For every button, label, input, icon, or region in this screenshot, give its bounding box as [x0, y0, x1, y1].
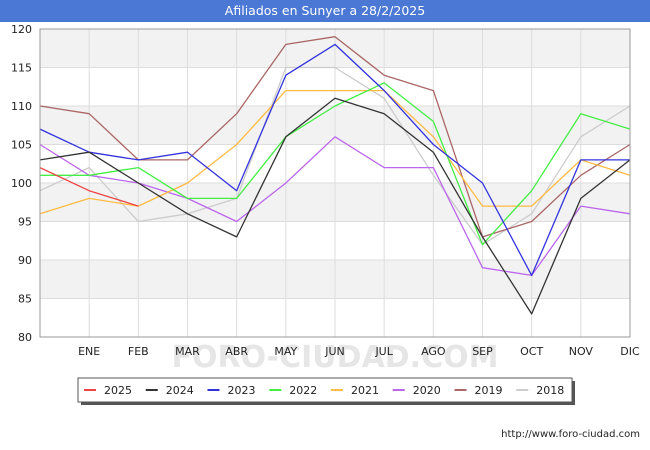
x-tick-label: JUN [324, 345, 345, 358]
axes: 80 85 90 95 100 105 110 115 120 ENE FEB MAR ABR MAY JU… [11, 23, 640, 358]
legend-label-2024: 2024 [166, 384, 194, 397]
x-tick-label: FEB [128, 345, 149, 358]
line-chart: FORO-CIUDAD.COM 80 85 90 95 100 105 110 115 120 E… [11, 23, 640, 405]
legend-label-2023: 2023 [228, 384, 256, 397]
legend: 2025 2024 2023 2022 2021 2020 2019 2018 [77, 377, 575, 405]
y-tick-label: 100 [11, 177, 32, 190]
y-tick-label: 90 [18, 254, 32, 267]
x-tick-label: NOV [569, 345, 594, 358]
y-tick-label: 95 [18, 216, 32, 229]
legend-label-2025: 2025 [104, 384, 132, 397]
legend-box [77, 377, 573, 403]
x-tick-label: JUL [374, 345, 393, 358]
legend-label-2019: 2019 [475, 384, 503, 397]
y-tick-label: 115 [11, 62, 32, 75]
series-line-2023 [39, 43, 630, 277]
series-lines [39, 36, 631, 315]
series-line-2022 [40, 82, 631, 246]
x-tick-label: MAY [274, 345, 297, 358]
watermark: FORO-CIUDAD.COM [172, 340, 499, 375]
legend-label-2020: 2020 [413, 384, 441, 397]
series-line-2018 [39, 66, 631, 246]
x-tick-label: OCT [520, 345, 543, 358]
y-tick-label: 80 [18, 331, 32, 344]
x-tick-label: MAR [175, 345, 200, 358]
x-tick-label: DIC [620, 345, 640, 358]
y-tick-label: 120 [11, 23, 32, 36]
plot-border [39, 28, 631, 338]
legend-label-2022: 2022 [289, 384, 317, 397]
chart-title: Afiliados en Sunyer a 28/2/2025 [0, 0, 650, 22]
x-tick-label: ABR [225, 345, 248, 358]
x-tick-label: SEP [472, 345, 493, 358]
x-tick-label: ENE [78, 345, 100, 358]
y-tick-label: 105 [11, 139, 32, 152]
y-tick-label: 110 [11, 100, 32, 113]
series-line-2024 [39, 97, 631, 315]
footer-url: http://www.foro-ciudad.com [501, 429, 640, 440]
legend-label-2021: 2021 [351, 384, 379, 397]
series-line-2025 [39, 167, 139, 207]
y-tick-label: 85 [18, 293, 32, 306]
x-tick-label: AGO [421, 345, 446, 358]
legend-label-2018: 2018 [536, 384, 564, 397]
